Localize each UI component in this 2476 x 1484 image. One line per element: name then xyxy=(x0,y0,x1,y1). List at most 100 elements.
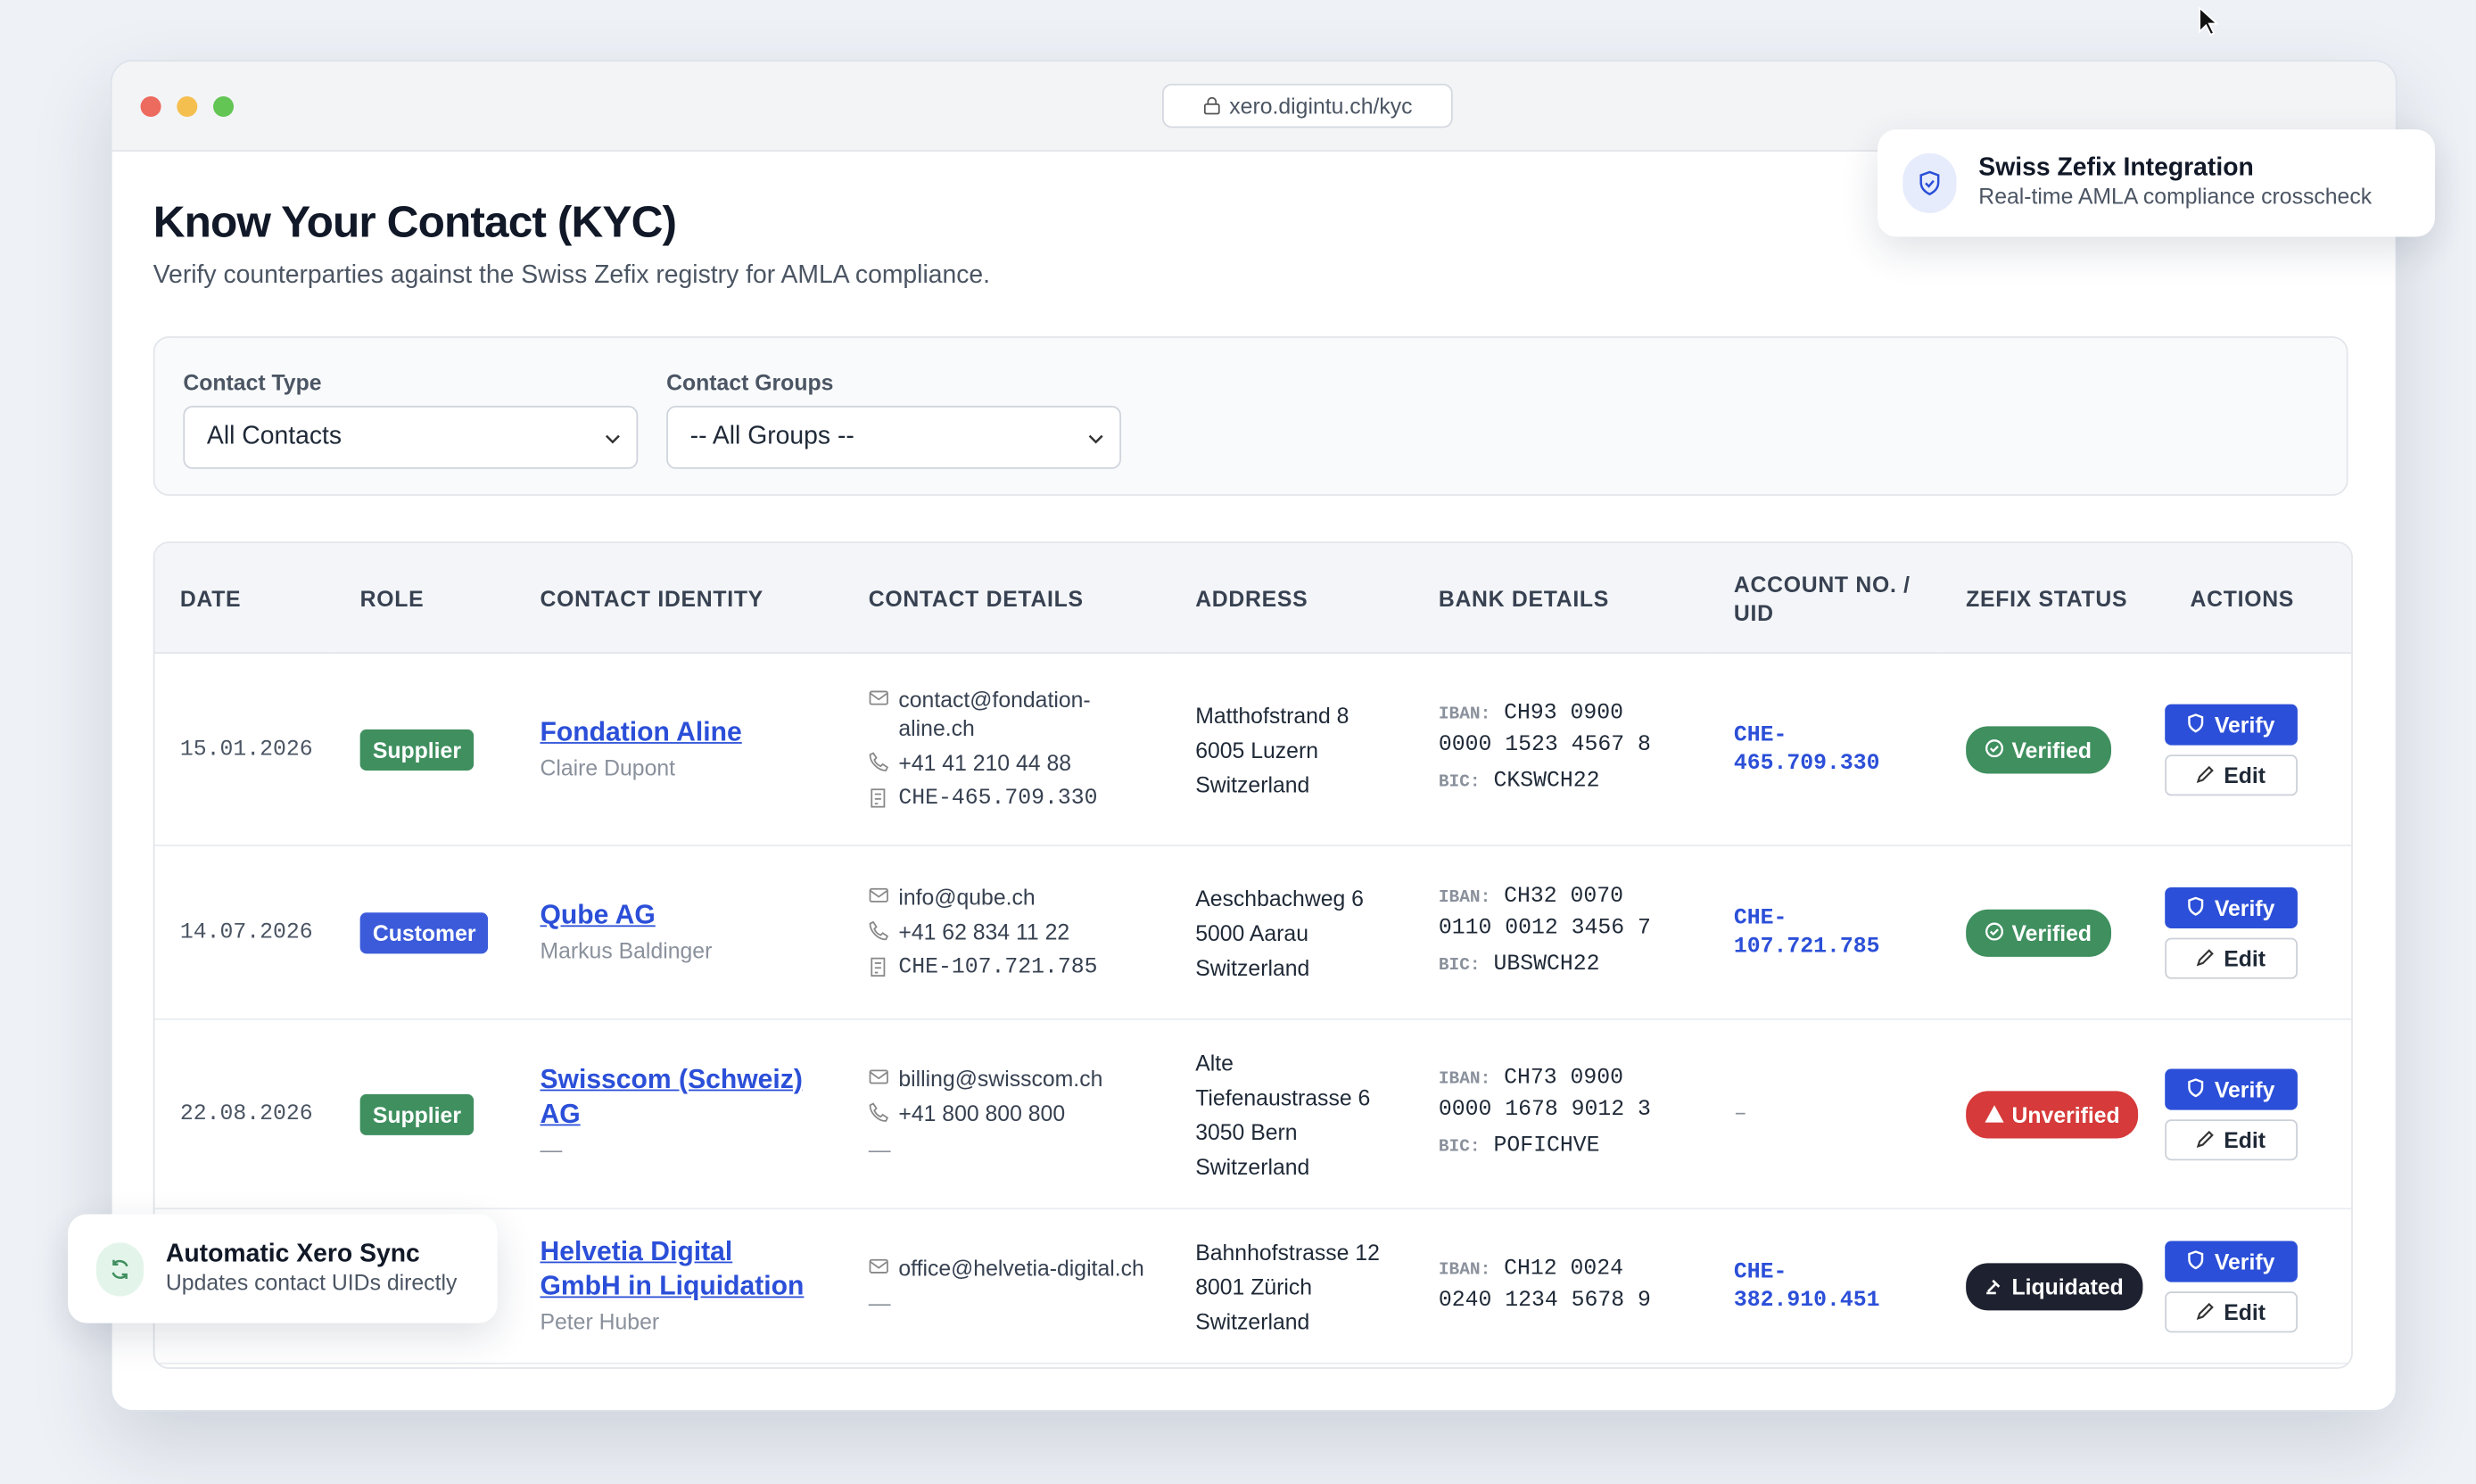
detail-text: info@qube.ch xyxy=(898,883,1036,909)
button-label: Verify xyxy=(2214,1076,2275,1101)
pen-icon xyxy=(2197,757,2215,792)
toast-body: Real-time AMLA compliance crosscheck xyxy=(1978,183,2373,209)
edit-button[interactable]: Edit xyxy=(2165,1290,2298,1332)
filter-panel: Contact Type All Contacts Contact Groups --… xyxy=(153,336,2348,496)
iban-value: CH93 0900 0000 1523 4567 8 xyxy=(1438,701,1651,758)
sync-icon xyxy=(95,1241,144,1296)
date-cell: 22.08.2026 xyxy=(154,1018,335,1210)
status-text: Liquidated xyxy=(2011,1273,2124,1299)
browser-window: xero.digintu.ch/kyc Know Your Contact (K… xyxy=(110,60,2398,1412)
status-badge: Verified xyxy=(1966,908,2111,956)
contact-link[interactable]: Qube AG xyxy=(540,899,656,929)
status-text: Unverified xyxy=(2011,1101,2120,1127)
status-icon xyxy=(1985,1097,2004,1132)
iban-value: CH32 0070 0110 0012 3456 7 xyxy=(1438,884,1651,942)
verify-button[interactable]: Verify xyxy=(2165,1068,2298,1109)
details-cell: info@qube.ch +41 62 834 11 22 CHE-107.721.… xyxy=(843,845,1170,1020)
account-cell: CHE-107.721.785 xyxy=(1708,845,1941,1020)
page-subtitle: Verify counterparties against the Swiss … xyxy=(153,261,991,289)
bank-cell: IBAN: CH73 0900 0000 1678 9012 3 BIC: POF… xyxy=(1413,1018,1709,1210)
identity-cell: Swisscom (Schweiz) AG — xyxy=(515,1018,844,1210)
detail-item: CHE-465.709.330 xyxy=(869,784,1145,814)
button-label: Edit xyxy=(2224,762,2266,787)
detail-item: info@qube.ch xyxy=(869,882,1145,911)
contact-person: Peter Huber xyxy=(540,1307,660,1334)
status-cell: Liquidated xyxy=(1940,1208,2166,1364)
bank-cell: IBAN: CH93 0900 0000 1523 4567 8 BIC: CKS… xyxy=(1413,653,1709,846)
status-text: Verified xyxy=(2011,919,2092,945)
filter-select[interactable]: -- All Groups -- xyxy=(666,405,1121,469)
lock-icon xyxy=(1203,96,1219,115)
details-cell: billing@swisscom.ch +41 800 800 800 — xyxy=(843,1018,1170,1210)
role-cell: Supplier xyxy=(334,653,516,846)
chevron-icon xyxy=(605,423,621,451)
pen-icon xyxy=(2197,1122,2215,1157)
cursor xyxy=(2199,6,2219,37)
detail-text: +41 41 210 44 88 xyxy=(898,749,1072,775)
address-line: Matthofstrand 8 xyxy=(1195,701,1349,728)
detail-text: +41 800 800 800 xyxy=(898,1100,1066,1125)
bank-cell: IBAN: CH12 0024 0240 1234 5678 9 xyxy=(1413,1208,1709,1364)
identity-cell: Qube AG Markus Baldinger xyxy=(515,845,844,1020)
detail-text: billing@swisscom.ch xyxy=(898,1065,1103,1091)
verify-button[interactable]: Verify xyxy=(2165,886,2298,928)
pen-icon xyxy=(2197,1294,2215,1329)
contact-person: Claire Dupont xyxy=(540,754,676,779)
min-dot[interactable] xyxy=(177,95,198,118)
max-dot[interactable] xyxy=(213,95,235,118)
address-line: Switzerland xyxy=(1195,1307,1310,1334)
contact-link[interactable]: Helvetia Digital GmbH in Liquidation xyxy=(540,1235,805,1300)
verify-button[interactable]: Verify xyxy=(2165,703,2298,745)
filter: Contact Type All Contacts xyxy=(183,369,639,494)
select-value: -- All Groups -- xyxy=(689,423,854,450)
bic-label: BIC: xyxy=(1438,956,1481,977)
contact-link[interactable]: Swisscom (Schweiz) AG xyxy=(540,1063,803,1128)
title-bar: xero.digintu.ch/kyc xyxy=(111,62,2396,152)
role-badge: Customer xyxy=(359,911,489,953)
filter-select[interactable]: All Contacts xyxy=(183,405,639,469)
column-header: ADDRESS xyxy=(1169,543,1414,654)
account-uid: CHE-107.721.785 xyxy=(1733,905,1880,960)
url-bar[interactable]: xero.digintu.ch/kyc xyxy=(1162,83,1453,128)
status-cell: Unverified xyxy=(1940,1018,2166,1210)
column-header: CONTACT DETAILS xyxy=(843,543,1170,654)
verify-button[interactable]: Verify xyxy=(2165,1240,2298,1282)
bic-value: UBSWCH22 xyxy=(1493,952,1600,977)
iban-label: IBAN: xyxy=(1438,888,1491,908)
detail-item: +41 62 834 11 22 xyxy=(869,917,1145,947)
column-header: ROLE xyxy=(334,543,516,654)
detail-text: CHE-107.721.785 xyxy=(898,954,1098,980)
bank-cell: IBAN: CH32 0070 0110 0012 3456 7 BIC: UBS… xyxy=(1413,845,1709,1020)
bic: BIC: POFICHVE xyxy=(1439,1132,1683,1163)
status-cell: Verified xyxy=(1940,845,2166,1020)
address-line: 6005 Luzern xyxy=(1195,736,1319,763)
detail-item: CHE-107.721.785 xyxy=(869,952,1145,983)
shield-icon xyxy=(2188,706,2205,741)
iban-label: IBAN: xyxy=(1438,1261,1491,1281)
filter-label: Contact Type xyxy=(183,369,322,395)
iban-label: IBAN: xyxy=(1438,705,1491,725)
close-dot[interactable] xyxy=(140,95,161,118)
address-cell: Matthofstrand 8 6005 Luzern Switzerland xyxy=(1169,653,1414,846)
mail-icon xyxy=(869,684,889,713)
column-header: ZEFIX STATUS xyxy=(1940,543,2166,654)
details-cell: contact@fondation-aline.ch +41 41 210 44 … xyxy=(843,653,1170,846)
button-label: Verify xyxy=(2214,711,2275,737)
status-cell: Verified xyxy=(1940,653,2166,846)
contact-link[interactable]: Fondation Aline xyxy=(540,715,742,746)
shield-icon xyxy=(1902,153,1957,214)
button-label: Edit xyxy=(2224,944,2266,970)
status-icon xyxy=(1985,732,2004,767)
status-text: Verified xyxy=(2011,736,2092,763)
address-line: Alte Tiefenaustrasse 6 xyxy=(1195,1049,1371,1109)
detail-text: — xyxy=(868,1290,891,1315)
identity-cell: Helvetia Digital GmbH in Liquidation Pete… xyxy=(515,1208,844,1364)
edit-button[interactable]: Edit xyxy=(2165,1118,2298,1160)
filter: Contact Groups -- All Groups -- xyxy=(666,369,1121,494)
page-title: Know Your Contact (KYC) xyxy=(153,197,677,247)
detail-item: contact@fondation-aline.ch xyxy=(869,684,1145,741)
edit-button[interactable]: Edit xyxy=(2165,754,2298,796)
mail-icon xyxy=(869,1063,889,1092)
edit-button[interactable]: Edit xyxy=(2165,936,2298,978)
